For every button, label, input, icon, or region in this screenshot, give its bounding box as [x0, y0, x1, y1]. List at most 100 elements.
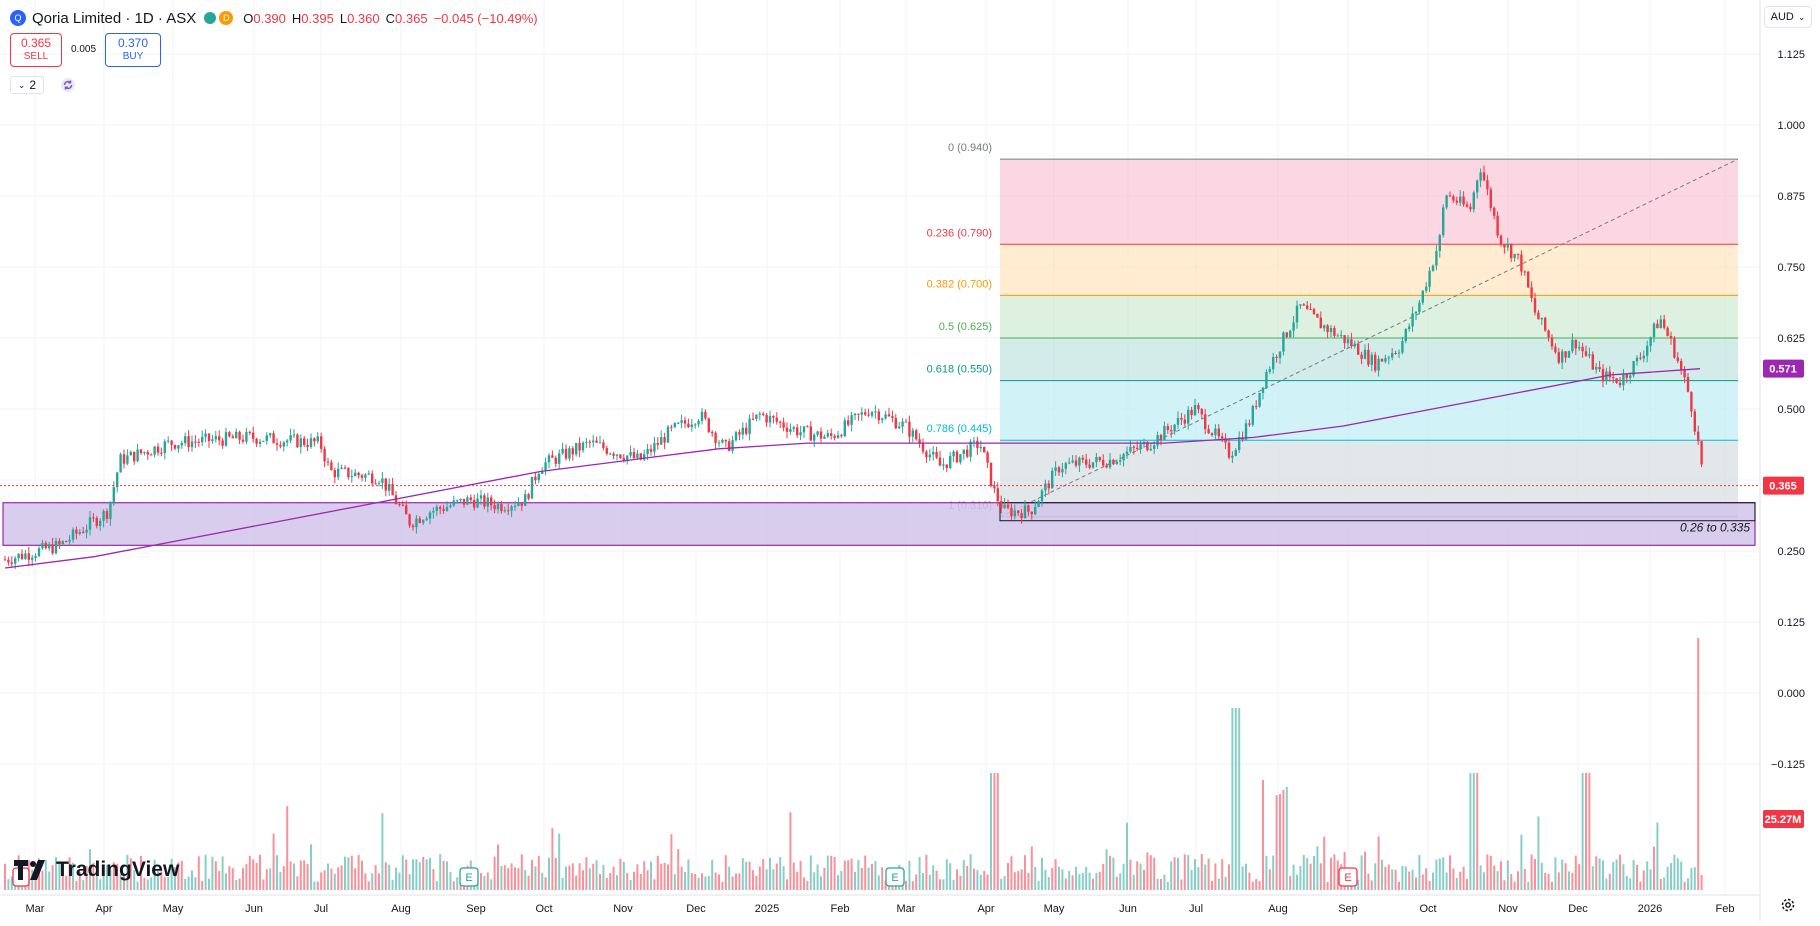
candle-body: [435, 506, 438, 511]
volume-bar: [1238, 708, 1241, 890]
candle-body: [1408, 326, 1411, 330]
candle-body: [687, 423, 690, 428]
currency-select[interactable]: AUD ⌄: [1764, 6, 1812, 28]
candle-body: [354, 472, 357, 477]
volume-bar: [330, 868, 333, 890]
candle-body: [894, 418, 897, 429]
candle-body: [666, 426, 670, 443]
volume-bar: [1659, 878, 1662, 890]
tradingview-mark-icon: [14, 860, 45, 880]
settings-gear-icon[interactable]: [1780, 897, 1796, 913]
volume-bar: [711, 859, 714, 890]
time-tick-label: 2026: [1638, 903, 1662, 915]
candle-body: [1469, 206, 1472, 210]
candle-body: [116, 472, 119, 488]
volume-bar: [1132, 874, 1135, 890]
volume-bar: [378, 873, 380, 890]
candle-body: [156, 446, 160, 453]
candle-body: [962, 449, 965, 455]
candle-body: [462, 498, 466, 505]
candle-body: [405, 505, 408, 515]
indicators-toggle[interactable]: ⌄ 2: [10, 76, 44, 94]
candle-body: [466, 497, 469, 505]
volume-bar: [1241, 866, 1244, 890]
candle-body: [1248, 423, 1251, 425]
candle-body: [1010, 507, 1013, 517]
volume-bar: [1282, 789, 1285, 890]
volume-bar: [721, 881, 724, 890]
candle-body: [741, 427, 744, 435]
last-price-tag-bg: [1763, 476, 1804, 495]
volume-bar: [718, 874, 720, 890]
time-tick-label: Jun: [245, 903, 263, 915]
volume-bar: [1364, 851, 1366, 890]
time-tick-label: Jul: [314, 903, 328, 915]
volume-bar: [1085, 866, 1088, 890]
tradingview-logo[interactable]: TradingView: [14, 858, 179, 882]
candle-body: [204, 433, 207, 437]
candle-body: [1119, 460, 1122, 462]
candle-body: [1051, 470, 1054, 489]
volume-bar: [1139, 863, 1142, 890]
volume-bar: [922, 872, 924, 890]
volume-bar: [1224, 876, 1227, 890]
volume-bar: [1568, 871, 1570, 890]
volume-bar: [949, 863, 952, 890]
candle-body: [218, 436, 221, 441]
symbol-title[interactable]: Qoria Limited · 1D · ASX: [32, 9, 197, 27]
volume-bar: [507, 868, 510, 890]
candle-body: [989, 462, 993, 487]
volume-bar: [758, 866, 761, 890]
candle-body: [496, 503, 500, 510]
volume-bar: [1506, 860, 1509, 890]
candle-body: [1425, 286, 1428, 291]
candle-body: [1564, 351, 1567, 358]
candle-body: [1496, 215, 1499, 236]
volume-bar: [1421, 874, 1424, 890]
time-tick-label: Oct: [1419, 903, 1436, 915]
volume-bar: [775, 863, 778, 890]
candle-body: [983, 446, 986, 453]
candle-body: [398, 504, 401, 506]
ohlc-key: H: [291, 10, 302, 26]
candle-body: [1418, 302, 1421, 313]
volume-bar: [571, 863, 574, 890]
refresh-icon[interactable]: [60, 77, 76, 93]
buy-button[interactable]: 0.370 BUY: [105, 33, 161, 67]
volume-bar: [344, 856, 346, 890]
volume-bar: [1687, 878, 1689, 890]
volume-bar: [874, 861, 877, 890]
candle-body: [1081, 457, 1084, 460]
candle-body: [850, 415, 853, 425]
fib-zone: [1000, 159, 1738, 245]
market-status[interactable]: D: [204, 11, 234, 25]
candle-body: [109, 501, 112, 519]
volume-bar: [1585, 773, 1587, 890]
candle-body: [1428, 270, 1431, 287]
candle-body: [870, 412, 874, 416]
volume-bar: [857, 860, 860, 890]
candle-body: [381, 478, 384, 483]
candle-body: [95, 518, 98, 526]
candle-body: [1044, 483, 1047, 491]
sell-button[interactable]: 0.365 SELL: [10, 33, 62, 67]
candle-body: [1136, 447, 1139, 449]
candle-body: [775, 417, 778, 422]
volume-bar: [265, 869, 268, 890]
candle-body: [585, 441, 588, 443]
volume-bar: [1588, 773, 1591, 890]
candle-body: [626, 455, 629, 461]
candle-body: [911, 430, 914, 437]
candle-body: [1520, 254, 1523, 272]
candle-body: [1013, 510, 1016, 517]
volume-bar: [255, 862, 258, 890]
volume-bar: [850, 858, 853, 890]
candle-body: [316, 436, 319, 442]
candle-body: [432, 510, 435, 513]
volume-bar: [106, 864, 108, 890]
volume-bar: [1377, 836, 1380, 890]
volume-bar: [636, 864, 639, 890]
volume-bar: [782, 866, 785, 890]
